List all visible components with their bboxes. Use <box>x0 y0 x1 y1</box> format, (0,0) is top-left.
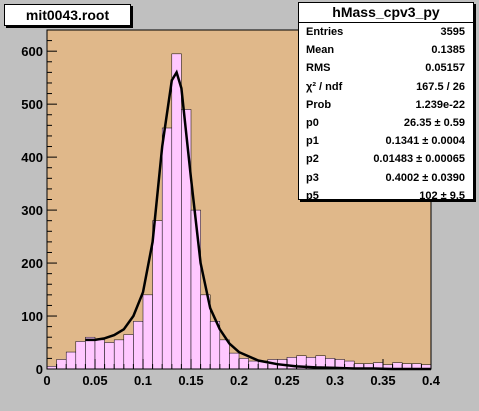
stats-row-p3: p3 0.4002 ± 0.0390 <box>299 169 473 187</box>
x-axis: 0 0.05 0.1 0.15 0.2 0.25 0.3 0.35 0.4 <box>43 359 441 388</box>
hist-bar <box>133 321 144 370</box>
hist-bar <box>219 339 230 370</box>
stats-label: p3 <box>306 171 319 184</box>
stats-row-rms: RMS 0.05157 <box>299 59 473 77</box>
stats-value: 0.01483 ± 0.00065 <box>373 153 465 166</box>
hist-bar <box>229 352 240 370</box>
hist-bar <box>85 336 96 370</box>
stats-value: 26.35 ± 0.59 <box>403 116 465 129</box>
stats-value: 167.5 / 26 <box>416 80 465 93</box>
stats-row-p5: p5 102 ± 9.5 <box>299 187 473 205</box>
y-axis: 0 100 200 300 400 500 600 <box>21 29 57 377</box>
stats-value: 3595 <box>440 26 465 38</box>
y-tick-label: 300 <box>21 203 43 218</box>
x-tick-label: 0.1 <box>134 373 152 388</box>
stats-value: 102 ± 9.5 <box>419 189 465 202</box>
hist-bar <box>56 359 67 370</box>
hist-bar <box>94 339 105 370</box>
stats-row-p0: p0 26.35 ± 0.59 <box>299 114 473 132</box>
stats-box: hMass_cpv3_py Entries 3595 Mean 0.1385 R… <box>298 2 474 202</box>
stats-value: 0.1385 <box>431 44 465 57</box>
hist-bar <box>248 360 259 370</box>
hist-bar <box>190 209 201 370</box>
hist-bar <box>161 127 173 370</box>
x-tick-label: 0 <box>43 373 50 388</box>
stats-row-prob: Prob 1.239e-22 <box>299 96 473 114</box>
hist-bar <box>171 53 182 370</box>
stats-label: χ² / ndf <box>306 80 343 93</box>
stats-label: Mean <box>306 44 335 57</box>
stats-label: p1 <box>306 135 319 148</box>
x-tick-label: 0.2 <box>230 373 248 388</box>
stats-label: p2 <box>306 153 319 166</box>
x-tick-label: 0.35 <box>370 373 395 388</box>
x-tick-label: 0.05 <box>82 373 107 388</box>
stats-label: Entries <box>306 26 344 38</box>
y-tick-label: 600 <box>21 44 43 59</box>
hist-bar <box>152 220 163 370</box>
stats-row-mean: Mean 0.1385 <box>299 41 473 59</box>
y-tick-label: 0 <box>36 362 43 377</box>
hist-bar <box>113 339 125 370</box>
y-tick-label: 400 <box>21 150 43 165</box>
stats-label: RMS <box>306 62 331 75</box>
hist-bar <box>142 294 153 370</box>
y-tick-label: 100 <box>21 309 43 324</box>
stats-value: 1.239e-22 <box>415 98 465 111</box>
y-tick-label: 500 <box>21 97 43 112</box>
x-tick-label: 0.15 <box>178 373 203 388</box>
title-box: mit0043.root <box>4 4 131 26</box>
stats-label: Prob <box>306 98 332 111</box>
y-tick-label: 200 <box>21 256 43 271</box>
x-tick-label: 0.3 <box>326 373 344 388</box>
stats-row-p2: p2 0.01483 ± 0.00065 <box>299 150 473 168</box>
x-tick-label: 0.4 <box>422 373 441 388</box>
stats-value: 0.05157 <box>425 62 465 75</box>
stats-row-entries: Entries 3595 <box>299 23 473 41</box>
hist-bar <box>75 341 86 370</box>
stats-row-p1: p1 0.1341 ± 0.0004 <box>299 132 473 150</box>
stats-label: p0 <box>306 116 319 129</box>
stats-title: hMass_cpv3_py <box>299 3 473 23</box>
stats-row-chi2: χ² / ndf 167.5 / 26 <box>299 78 473 96</box>
stats-value: 0.1341 ± 0.0004 <box>385 135 465 148</box>
stats-label: p5 <box>306 189 319 202</box>
stats-value: 0.4002 ± 0.0390 <box>385 171 465 184</box>
hist-bar <box>104 342 115 370</box>
hist-bar <box>181 109 192 370</box>
x-tick-label: 0.25 <box>274 373 299 388</box>
file-title: mit0043.root <box>25 7 110 23</box>
hist-bar <box>65 351 77 370</box>
hist-bar <box>123 334 134 370</box>
hist-bar <box>238 358 249 370</box>
